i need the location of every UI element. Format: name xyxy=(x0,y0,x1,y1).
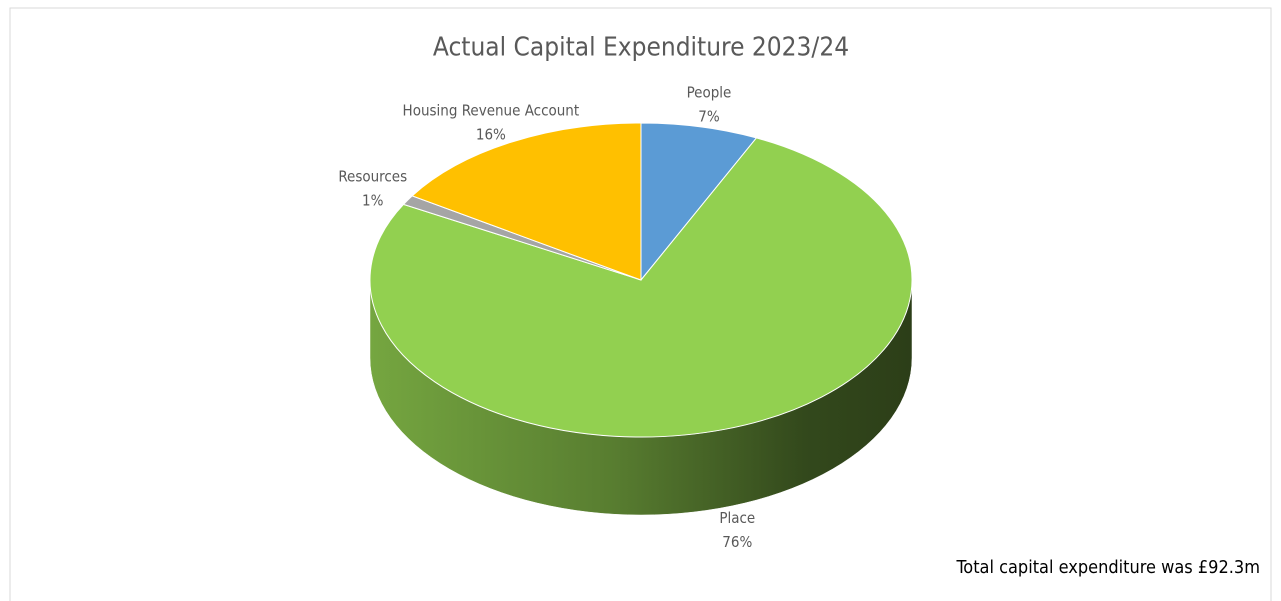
data-label-value: 1% xyxy=(362,192,384,210)
annotation: Total capital expenditure was £92.3m xyxy=(955,557,1260,578)
data-label-value: 76% xyxy=(722,533,752,551)
data-label-name: Housing Revenue Account xyxy=(403,101,580,119)
pie-slice xyxy=(640,122,758,282)
pie-slice xyxy=(411,122,642,281)
data-label-value: 16% xyxy=(476,125,506,143)
data-label-name: People xyxy=(687,83,732,101)
data-label-name: Resources xyxy=(338,168,407,186)
chart-title: Actual Capital Expenditure 2023/24 xyxy=(433,33,849,63)
data-label-value: 7% xyxy=(698,107,720,125)
data-label-name: Place xyxy=(719,509,755,527)
pie-slice xyxy=(369,137,913,438)
